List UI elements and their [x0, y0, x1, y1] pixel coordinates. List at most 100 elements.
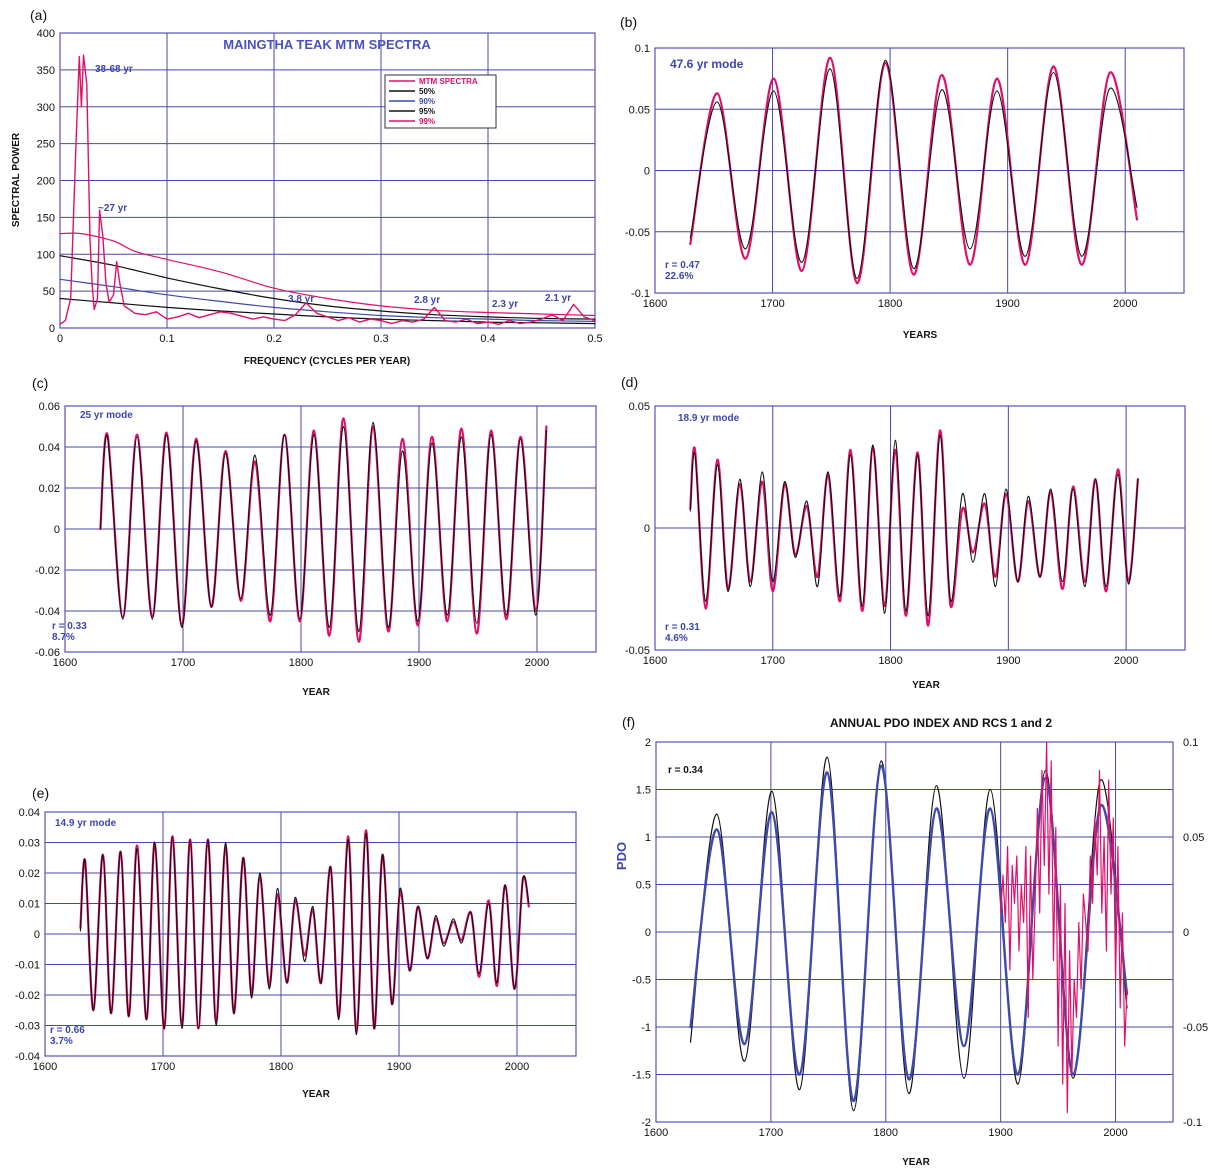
- panel-f: 1600 1700 1800 1900 2000 -2 -1.5 -1 -0.5 0 0.5 1 1.5…: [614, 714, 1208, 1168]
- y-tick-label: 0.01: [19, 899, 40, 911]
- legend-label: MTM SPECTRA: [419, 77, 478, 86]
- panel-b: 1600 1700 1800 1900 2000 -0.1 -0.05 0 0.05 0.1 (b)…: [620, 14, 1185, 341]
- series-line-1: [79, 832, 530, 1036]
- x-tick-label: 1600: [53, 657, 77, 669]
- y-tick-label: -0.05: [625, 227, 650, 239]
- correlation-annotation: r = 0.47: [665, 260, 700, 271]
- y2-tick-label: 0.05: [1183, 832, 1204, 844]
- y-tick-label: 300: [37, 102, 55, 114]
- x-tick-label: 1900: [988, 1127, 1012, 1139]
- panel-e: 1600 1700 1800 1900 2000 -0.04 -0.03 -0.02 -0.01…: [15, 785, 577, 1100]
- y-tick-label: 0.02: [19, 868, 40, 880]
- x-tick-label: 1900: [407, 657, 431, 669]
- x-tick-label: 0.1: [159, 333, 174, 345]
- x-tick-label: 1700: [151, 1061, 175, 1073]
- legend-label: 90%: [419, 97, 435, 106]
- panel-label: (d): [621, 374, 638, 390]
- y2-tick-label: -0.05: [1183, 1022, 1208, 1034]
- panel-a: 0 0.1 0.2 0.3 0.4 0.5 0 50 100 150 200 250 300 350 400…: [11, 7, 603, 367]
- legend-label: 99%: [419, 117, 435, 126]
- x-tick-label: 1800: [878, 655, 902, 667]
- x-tick-label: 2000: [525, 657, 549, 669]
- x-tick-label: 1700: [760, 298, 784, 310]
- series-line-4: [59, 54, 596, 325]
- period-annotation: 2.8 yr: [414, 295, 440, 306]
- panel-c: 1600 1700 1800 1900 2000 -0.06 -0.04 -0.02 0 0.02…: [32, 375, 597, 698]
- x-tick-label: 0.5: [587, 333, 602, 345]
- correlation-annotation: r = 0.33: [52, 621, 87, 632]
- y-tick-label: -0.06: [35, 647, 60, 659]
- y-tick-label: -0.02: [35, 565, 60, 577]
- y2-tick-label: 0: [1183, 927, 1189, 939]
- y-tick-label: 0.04: [19, 807, 40, 819]
- y-tick-label: 0: [644, 523, 650, 535]
- y-tick-label: 50: [43, 286, 55, 298]
- series-line-1: [689, 764, 1129, 1103]
- x-tick-label: 1700: [759, 1127, 783, 1139]
- correlation-annotation: r = 0.66: [50, 1025, 85, 1036]
- y-tick-label: 0.5: [636, 880, 651, 892]
- y-tick-label: 0: [49, 323, 55, 335]
- x-tick-label: 1900: [387, 1061, 411, 1073]
- series-line-0: [689, 56, 1139, 285]
- series-line-3: [59, 232, 596, 317]
- series-line-2: [59, 255, 596, 320]
- chart-title: ANNUAL PDO INDEX AND RCS 1 and 2: [830, 716, 1052, 730]
- panel-label: (a): [30, 7, 47, 23]
- y-tick-label: 150: [37, 212, 55, 224]
- x-axis-label: FREQUENCY (CYCLES PER YEAR): [244, 356, 410, 367]
- period-annotation: 2.1 yr: [545, 293, 571, 304]
- legend-label: 95%: [419, 107, 435, 116]
- panel-label: (c): [32, 375, 48, 391]
- y-tick-label: 1: [645, 832, 651, 844]
- y-tick-label: 0.06: [39, 401, 60, 413]
- correlation-annotation: r = 0.34: [668, 765, 703, 776]
- variance-annotation: 8.7%: [52, 632, 75, 643]
- variance-annotation: 3.7%: [50, 1036, 73, 1047]
- y-tick-label: 100: [37, 249, 55, 261]
- period-annotation: ~27 yr: [98, 203, 127, 214]
- series-line-2: [1000, 741, 1128, 1114]
- x-axis-label: YEAR: [302, 687, 331, 698]
- y-tick-label: 0.05: [629, 104, 650, 116]
- x-tick-label: 2000: [1113, 298, 1137, 310]
- y2-tick-label: 0.1: [1183, 737, 1198, 749]
- y-tick-label: 0: [645, 927, 651, 939]
- x-tick-label: 1900: [996, 655, 1020, 667]
- plot-frame: [44, 811, 577, 1057]
- y-tick-label: 350: [37, 65, 55, 77]
- period-annotation: 2.3 yr: [492, 299, 518, 310]
- x-axis-label: YEARS: [903, 330, 938, 341]
- y-tick-label: 0.04: [39, 442, 60, 454]
- x-axis-label: YEAR: [902, 1157, 931, 1168]
- x-tick-label: 2000: [505, 1061, 529, 1073]
- panel-label: (f): [622, 714, 635, 730]
- plot-frame: [59, 32, 596, 329]
- x-axis-label: YEAR: [302, 1089, 331, 1100]
- x-tick-label: 1600: [644, 1127, 668, 1139]
- y-axis-label: PDO: [614, 842, 629, 870]
- x-tick-label: 2000: [1114, 655, 1138, 667]
- y-tick-label: 0.02: [39, 483, 60, 495]
- mode-annotation: 47.6 yr mode: [670, 57, 744, 71]
- x-tick-label: 1800: [269, 1061, 293, 1073]
- mode-annotation: 14.9 yr mode: [55, 818, 117, 829]
- y-tick-label: 200: [37, 176, 55, 188]
- plot-frame: [654, 47, 1185, 294]
- period-annotation: 38-68 yr: [95, 64, 133, 75]
- y-tick-label: -0.02: [15, 990, 40, 1002]
- panel-label: (e): [32, 785, 49, 801]
- y-tick-label: -1: [641, 1022, 651, 1034]
- y-tick-label: 0: [34, 929, 40, 941]
- y-tick-label: 0.05: [629, 401, 650, 413]
- y-tick-label: -0.04: [35, 606, 60, 618]
- y-tick-label: -0.1: [631, 288, 650, 300]
- y-tick-label: 0.03: [19, 838, 40, 850]
- panel-d: 1600 1700 1800 1900 2000 -0.05 0 0.05 (d) YEAR 18.…: [621, 374, 1186, 691]
- plot-frame: [64, 405, 597, 653]
- mode-annotation: 18.9 yr mode: [678, 413, 740, 424]
- x-tick-label: 1800: [289, 657, 313, 669]
- y-tick-label: -0.05: [625, 645, 650, 657]
- y-tick-label: 0: [54, 524, 60, 536]
